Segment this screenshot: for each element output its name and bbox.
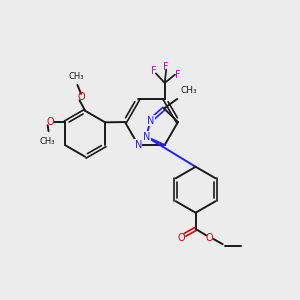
Text: F: F bbox=[164, 62, 169, 72]
Text: O: O bbox=[77, 92, 85, 102]
Text: N: N bbox=[143, 132, 150, 142]
Text: O: O bbox=[47, 117, 54, 127]
Text: O: O bbox=[206, 233, 214, 243]
Text: N: N bbox=[147, 116, 154, 125]
Text: N: N bbox=[134, 140, 142, 150]
Text: CH₃: CH₃ bbox=[39, 137, 55, 146]
Text: O: O bbox=[178, 233, 185, 243]
Text: CH₃: CH₃ bbox=[68, 72, 84, 81]
Text: F: F bbox=[151, 66, 156, 76]
Text: F: F bbox=[175, 70, 181, 80]
Text: CH₃: CH₃ bbox=[181, 86, 197, 95]
